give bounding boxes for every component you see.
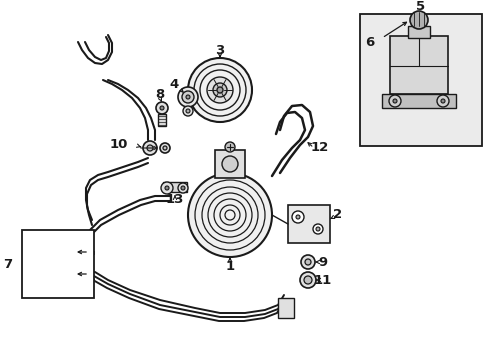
Text: 7: 7 [3, 257, 12, 270]
Circle shape [147, 145, 153, 151]
Circle shape [224, 142, 235, 152]
Circle shape [178, 87, 198, 107]
Circle shape [295, 215, 299, 219]
Bar [359, 14, 481, 146]
Text: 6: 6 [365, 36, 374, 49]
Bar [22, 230, 94, 298]
Circle shape [183, 106, 193, 116]
Text: 5: 5 [416, 0, 425, 13]
Circle shape [187, 173, 271, 257]
Text: 1: 1 [225, 261, 234, 274]
Circle shape [163, 146, 167, 150]
Bar [389, 36, 447, 94]
Text: 11: 11 [313, 274, 331, 287]
Bar [381, 94, 455, 108]
Circle shape [161, 182, 173, 194]
Circle shape [222, 156, 238, 172]
Circle shape [160, 143, 170, 153]
Bar [407, 26, 429, 38]
Circle shape [182, 91, 194, 103]
Circle shape [206, 77, 232, 103]
Circle shape [315, 227, 319, 231]
Circle shape [217, 87, 223, 93]
Circle shape [181, 186, 184, 190]
Circle shape [301, 255, 314, 269]
Circle shape [304, 276, 311, 284]
Text: 13: 13 [165, 193, 184, 207]
Text: 8: 8 [155, 87, 164, 100]
Bar [287, 205, 329, 243]
Circle shape [160, 106, 163, 110]
Text: 2: 2 [333, 208, 342, 221]
Circle shape [156, 102, 168, 114]
Circle shape [299, 272, 315, 288]
Circle shape [392, 99, 396, 103]
Circle shape [305, 259, 310, 265]
Circle shape [187, 58, 251, 122]
Bar [163, 182, 186, 192]
Text: 4: 4 [169, 78, 178, 91]
Text: 12: 12 [310, 141, 328, 154]
Text: 3: 3 [215, 44, 224, 57]
Circle shape [185, 95, 190, 99]
Circle shape [312, 224, 323, 234]
Circle shape [142, 141, 157, 155]
Circle shape [178, 183, 187, 193]
Circle shape [436, 95, 448, 107]
Bar [158, 114, 165, 126]
Circle shape [185, 109, 190, 113]
Bar [215, 150, 244, 178]
Circle shape [409, 11, 427, 29]
Circle shape [164, 186, 169, 190]
Text: 10: 10 [109, 139, 128, 152]
Circle shape [388, 95, 400, 107]
Circle shape [213, 83, 226, 97]
Circle shape [291, 211, 304, 223]
Circle shape [440, 99, 444, 103]
Bar [278, 298, 293, 318]
Text: 9: 9 [318, 256, 327, 269]
